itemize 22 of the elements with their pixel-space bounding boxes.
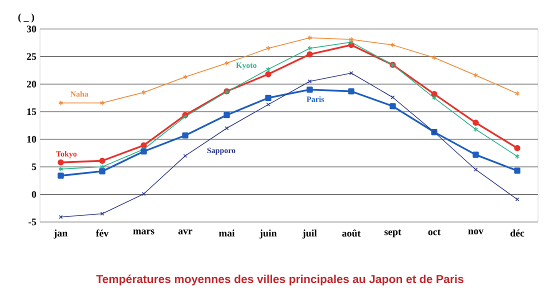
x-tick-label: déc bbox=[510, 230, 524, 237]
text: Températures moyennes des villes principales au Japon et de Paris bbox=[96, 274, 464, 286]
x-tick-label: jan bbox=[54, 230, 68, 239]
x-tick-label: août bbox=[342, 230, 361, 237]
y-tick-label: 20 bbox=[26, 80, 36, 88]
x-tick-label: mars bbox=[133, 230, 154, 234]
x-tick-label: juil bbox=[302, 230, 317, 239]
x-tick-label: oct bbox=[428, 230, 441, 236]
y-tick-label: 15 bbox=[27, 108, 36, 116]
y-tick-label: 5 bbox=[32, 164, 36, 170]
x-tick-label: fév bbox=[96, 230, 109, 237]
y-tick-label: 25 bbox=[26, 53, 36, 60]
x-tick-label: juin bbox=[260, 230, 277, 239]
y-tick-label: -5 bbox=[28, 218, 36, 226]
y-tick-label: 0 bbox=[32, 191, 36, 198]
y-axis-title: ( _ ) bbox=[18, 13, 34, 22]
x-tick-label: avr bbox=[178, 230, 192, 234]
x-tick-label: mai bbox=[218, 230, 235, 237]
y-tick-label: 10 bbox=[27, 136, 36, 143]
x-tick-label: nov bbox=[468, 230, 484, 234]
x-tick-label: sept bbox=[384, 230, 402, 238]
y-tick-label: 30 bbox=[26, 26, 36, 32]
